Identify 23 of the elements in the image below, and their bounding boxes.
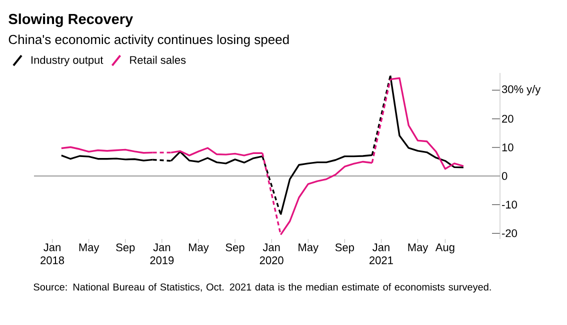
y-tick-label: 20 — [502, 114, 514, 123]
x-tick-label: Sep — [226, 244, 244, 254]
y-tick-label: 0 — [502, 172, 508, 180]
x-tick-label: Aug — [435, 244, 454, 254]
source-note: Source: National Bureau of Statistics, Oct. 2021 data is the median estimate of economists surveyed. — [34, 283, 491, 293]
legend-label: Industry output — [31, 56, 104, 66]
y-tick-label: 10 — [502, 144, 514, 152]
x-tick-label: May — [188, 244, 209, 254]
chart-title: Slowing Recovery — [8, 13, 134, 28]
x-tick-label: Jan 2021 — [370, 244, 393, 264]
x-tick-label: Sep — [335, 244, 354, 254]
x-tick-label: May — [79, 244, 100, 254]
y-tick-label: -20 — [502, 229, 517, 238]
y-tick-label: 30% y/y — [502, 85, 541, 96]
y-tick-label: -10 — [502, 200, 517, 209]
chart-subtitle: China's economic activity continues losing speed — [8, 34, 289, 47]
x-tick-label: Jan 2018 — [40, 244, 64, 264]
x-tick-label: May — [408, 244, 428, 254]
x-tick-label: May — [298, 244, 318, 254]
x-tick-label: Jan 2020 — [260, 244, 284, 264]
x-tick-label: Jan 2019 — [150, 244, 174, 264]
x-tick-label: Sep — [116, 244, 135, 254]
legend-label: Retail sales — [130, 56, 186, 64]
